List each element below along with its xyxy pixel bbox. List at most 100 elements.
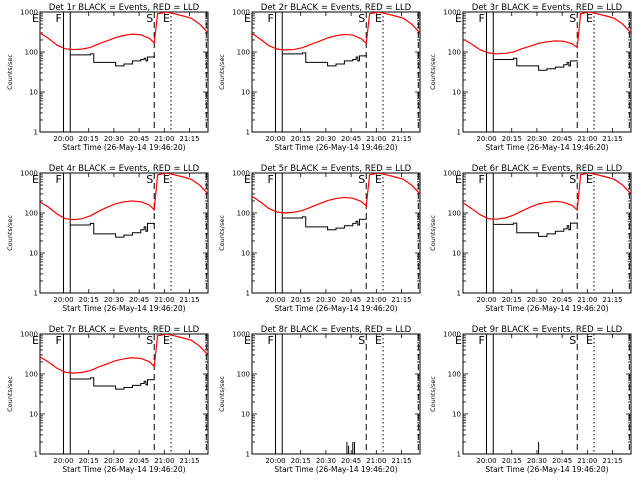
marker-label: F [479, 12, 485, 25]
x-tick-label: 20:30 [527, 457, 547, 465]
x-tick-label: 20:30 [104, 457, 124, 465]
x-tick-label: 21:15 [391, 457, 411, 465]
y-tick-label: 1 [34, 451, 38, 459]
marker-label: E [32, 334, 39, 347]
x-tick-label: 20:15 [79, 457, 99, 465]
y-axis-label: Counts/sec [218, 376, 226, 412]
lld-series [463, 173, 631, 220]
y-tick-label: 10 [29, 250, 38, 258]
x-tick-label: 20:00 [53, 296, 73, 304]
y-tick-label: 100 [237, 371, 250, 379]
x-tick-label: 20:15 [291, 457, 311, 465]
marker-label: E [244, 12, 251, 25]
y-tick-label: 100 [448, 371, 461, 379]
y-tick-label: 1000 [232, 331, 250, 339]
y-axis-label: Counts/sec [6, 54, 14, 90]
marker-label: E [375, 12, 382, 25]
plot-frame [251, 333, 421, 455]
panel-7: Det 7r BLACK = Events, RED = LLD 1 10 100 10… [6, 325, 209, 474]
x-tick-label: 21:00 [366, 296, 386, 304]
y-tick-label: 10 [29, 411, 38, 419]
lld-series [40, 12, 208, 51]
x-tick-label: 20:45 [129, 296, 149, 304]
y-tick-label: 1 [246, 290, 250, 298]
x-tick-label: 20:15 [79, 296, 99, 304]
marker-label: S [358, 334, 365, 347]
y-tick-label: 10 [241, 250, 250, 258]
y-tick-label: 10 [241, 89, 250, 97]
x-tick-label: 21:00 [577, 135, 597, 143]
x-tick-label: 21:00 [154, 135, 174, 143]
x-tick-label: 21:15 [602, 296, 622, 304]
x-tick-label: 20:00 [265, 296, 285, 304]
y-axis-label: Counts/sec [429, 54, 437, 90]
panel-title: Det 1r BLACK = Events, RED = LLD [49, 3, 200, 13]
y-tick-label: 1000 [232, 9, 250, 17]
y-tick-label: 1000 [443, 9, 461, 17]
y-tick-label: 1 [457, 129, 461, 137]
marker-label: F [268, 173, 274, 186]
x-tick-label: 21:15 [179, 296, 199, 304]
panel-title: Det 4r BLACK = Events, RED = LLD [49, 164, 200, 174]
y-tick-label: 1000 [443, 170, 461, 178]
x-axis-label: Start Time (26-May-14 19:46:20) [485, 304, 608, 313]
marker-label: E [455, 334, 462, 347]
x-tick-label: 20:45 [552, 296, 572, 304]
marker-label: S [569, 12, 576, 25]
x-tick-label: 20:30 [527, 135, 547, 143]
x-tick-label: 20:45 [341, 457, 361, 465]
x-tick-label: 20:00 [53, 457, 73, 465]
marker-label: F [56, 334, 62, 347]
marker-label: E [375, 173, 382, 186]
lld-series [252, 12, 420, 51]
x-tick-label: 20:15 [502, 457, 522, 465]
x-tick-label: 20:30 [104, 135, 124, 143]
x-tick-label: 21:00 [366, 457, 386, 465]
marker-label: E [375, 334, 382, 347]
x-tick-label: 20:45 [552, 457, 572, 465]
y-tick-label: 10 [452, 89, 461, 97]
y-tick-label: 100 [25, 49, 38, 57]
x-tick-label: 21:15 [602, 135, 622, 143]
plot-frame [39, 11, 209, 133]
y-tick-label: 100 [448, 49, 461, 57]
panel-title: Det 9r BLACK = Events, RED = LLD [472, 325, 623, 335]
x-tick-label: 20:00 [476, 296, 496, 304]
marker-label: E [586, 334, 593, 347]
marker-label: S [569, 334, 576, 347]
x-tick-label: 20:30 [316, 296, 336, 304]
panel-6: Det 6r BLACK = Events, RED = LLD 1 10 100 10… [429, 164, 632, 313]
panel-title: Det 8r BLACK = Events, RED = LLD [261, 325, 412, 335]
y-tick-label: 100 [237, 210, 250, 218]
lld-series [463, 12, 631, 55]
x-tick-label: 21:15 [602, 457, 622, 465]
data-layer [40, 12, 208, 67]
marker-label: S [358, 12, 365, 25]
y-axis-label: Counts/sec [429, 376, 437, 412]
events-series [70, 53, 155, 67]
marker-label: S [146, 173, 153, 186]
y-tick-label: 1 [246, 129, 250, 137]
y-tick-label: 100 [25, 371, 38, 379]
x-tick-label: 20:15 [291, 296, 311, 304]
marker-label: F [479, 334, 485, 347]
panel-title: Det 7r BLACK = Events, RED = LLD [49, 325, 200, 335]
y-tick-label: 1000 [20, 9, 38, 17]
data-layer [463, 173, 631, 237]
data-layer [252, 12, 420, 67]
panel-title: Det 2r BLACK = Events, RED = LLD [261, 3, 412, 13]
x-tick-label: 21:15 [391, 135, 411, 143]
marker-label: F [56, 173, 62, 186]
panel-4: Det 4r BLACK = Events, RED = LLD 1 10 100 10… [6, 164, 209, 313]
marker-label: S [146, 12, 153, 25]
marker-label: E [163, 173, 170, 186]
x-axis-label: Start Time (26-May-14 19:46:20) [274, 304, 397, 313]
x-axis-label: Start Time (26-May-14 19:46:20) [62, 465, 185, 474]
x-axis-label: Start Time (26-May-14 19:46:20) [274, 465, 397, 474]
y-tick-label: 100 [448, 210, 461, 218]
events-series [70, 222, 155, 238]
panel-5: Det 5r BLACK = Events, RED = LLD 1 10 100 10… [218, 164, 421, 313]
x-tick-label: 20:30 [316, 135, 336, 143]
x-tick-label: 20:45 [552, 135, 572, 143]
